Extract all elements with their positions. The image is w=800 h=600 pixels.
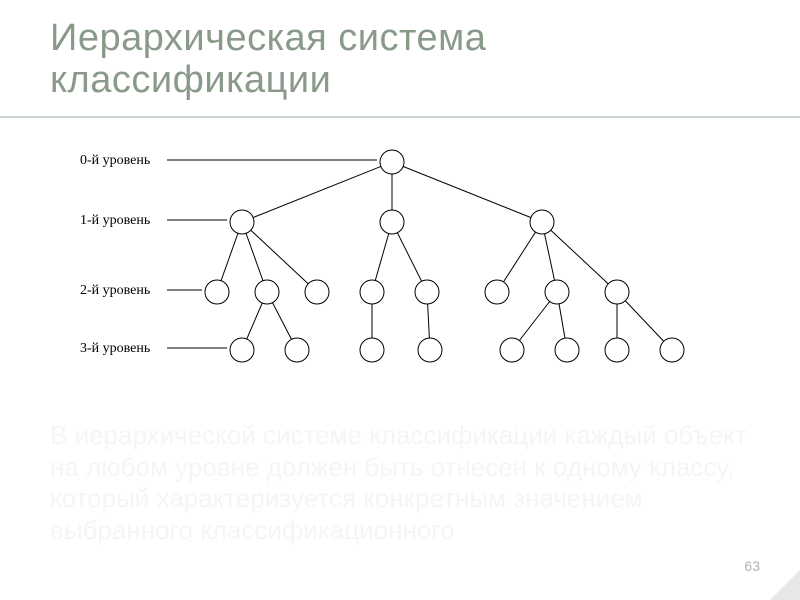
tree-node bbox=[555, 338, 579, 362]
tree-node bbox=[380, 150, 404, 174]
level-label: 1-й уровень bbox=[80, 213, 150, 228]
tree-node bbox=[545, 280, 569, 304]
tree-edge bbox=[392, 162, 542, 222]
body-text: В иерархической системе классификации ка… bbox=[50, 420, 750, 547]
tree-edge bbox=[242, 162, 392, 222]
level-label: 3-й уровень bbox=[80, 341, 150, 356]
hierarchy-diagram: 0-й уровень 1-й уровень 2-й уровень 3-й уро… bbox=[72, 142, 728, 382]
tree-node bbox=[500, 338, 524, 362]
tree-node bbox=[530, 210, 554, 234]
tree-node bbox=[230, 210, 254, 234]
tree-node bbox=[415, 280, 439, 304]
tree-node bbox=[255, 280, 279, 304]
tree-node bbox=[305, 280, 329, 304]
title-line-2: классификации bbox=[50, 59, 331, 101]
tree-node bbox=[660, 338, 684, 362]
level-label: 2-й уровень bbox=[80, 283, 150, 298]
tree-node bbox=[605, 280, 629, 304]
tree-node bbox=[418, 338, 442, 362]
title-line-1: Иерархическая система bbox=[50, 17, 486, 59]
tree-edge bbox=[242, 222, 317, 292]
level-label: 0-й уровень bbox=[80, 153, 150, 168]
tree-node bbox=[605, 338, 629, 362]
tree-node bbox=[360, 338, 384, 362]
tree-node bbox=[285, 338, 309, 362]
corner-fold-icon bbox=[770, 570, 800, 600]
tree-node bbox=[485, 280, 509, 304]
slide: Иерархическая система классификации 0-й … bbox=[0, 0, 800, 600]
slide-title: Иерархическая система классификации bbox=[50, 18, 486, 102]
page-number: 63 bbox=[744, 558, 760, 574]
tree-svg: 0-й уровень 1-й уровень 2-й уровень 3-й уро… bbox=[72, 142, 728, 382]
title-underline bbox=[0, 116, 800, 118]
tree-node bbox=[360, 280, 384, 304]
tree-node bbox=[230, 338, 254, 362]
tree-node bbox=[205, 280, 229, 304]
tree-node bbox=[380, 210, 404, 234]
